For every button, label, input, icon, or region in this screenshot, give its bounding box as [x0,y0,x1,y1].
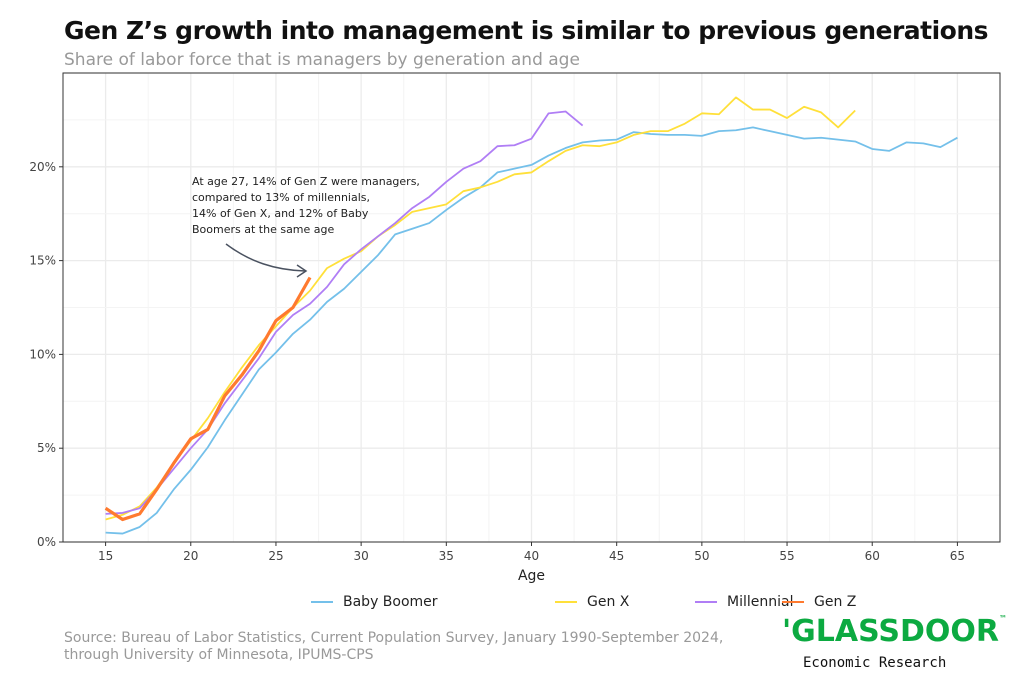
chart-title: Gen Z’s growth into management is simila… [64,16,989,45]
chart-subtitle: Share of labor force that is managers by… [64,50,580,70]
logo-subtitle: Economic Research [803,655,947,671]
legend-item: Gen X [555,594,629,610]
legend-item: Gen Z [782,594,856,610]
source-line: through University of Minnesota, IPUMS-C… [64,647,374,663]
y-tick-label: 20% [29,160,56,174]
source-note: Source: Bureau of Labor Statistics, Curr… [64,630,764,664]
glassdoor-logo: 'GLASSDOOR™ [782,614,1007,649]
series-line-baby-boomer [105,126,958,535]
x-axis-label: Age [518,568,545,584]
legend-item: Baby Boomer [311,594,438,610]
x-tick-label: 50 [694,549,709,563]
legend-swatch [555,601,577,603]
y-tick-label: 10% [29,347,56,361]
annotation-text: Boomers at the same age [192,223,335,236]
legend-label: Gen X [587,594,630,610]
annotation-text: 14% of Gen X, and 12% of Baby [192,207,369,220]
legend-item: Millennial [695,594,793,610]
x-tick-label: 65 [950,549,965,563]
legend-label: Baby Boomer [343,594,438,610]
logo-text: 'GLASSDOOR [782,614,1000,649]
legend-swatch [695,601,717,603]
x-tick-label: 45 [609,549,624,563]
annotation-text: At age 27, 14% of Gen Z were managers, [192,175,420,188]
legend-label: Millennial [727,594,794,610]
legend-swatch [782,601,804,603]
y-tick-label: 0% [37,535,56,549]
y-tick-label: 5% [37,441,56,455]
x-tick-label: 15 [98,549,113,563]
y-tick-label: 15% [29,254,56,268]
x-tick-label: 25 [268,549,283,563]
x-tick-label: 55 [779,549,794,563]
x-tick-label: 30 [353,549,368,563]
x-tick-label: 60 [865,549,880,563]
series-line-millennial [105,110,584,515]
logo-tm: ™ [999,614,1008,623]
x-tick-label: 40 [524,549,539,563]
legend-label: Gen Z [814,594,857,610]
series-line-gen-x [105,96,856,521]
legend-swatch [311,601,333,603]
source-line: Source: Bureau of Labor Statistics, Curr… [64,630,724,646]
annotation-arrow [225,243,306,272]
x-tick-label: 20 [183,549,198,563]
arrowhead-icon [296,264,308,278]
series-line-gen-z [104,276,312,522]
annotation-text: compared to 13% of millennials, [192,191,370,204]
x-tick-label: 35 [439,549,454,563]
